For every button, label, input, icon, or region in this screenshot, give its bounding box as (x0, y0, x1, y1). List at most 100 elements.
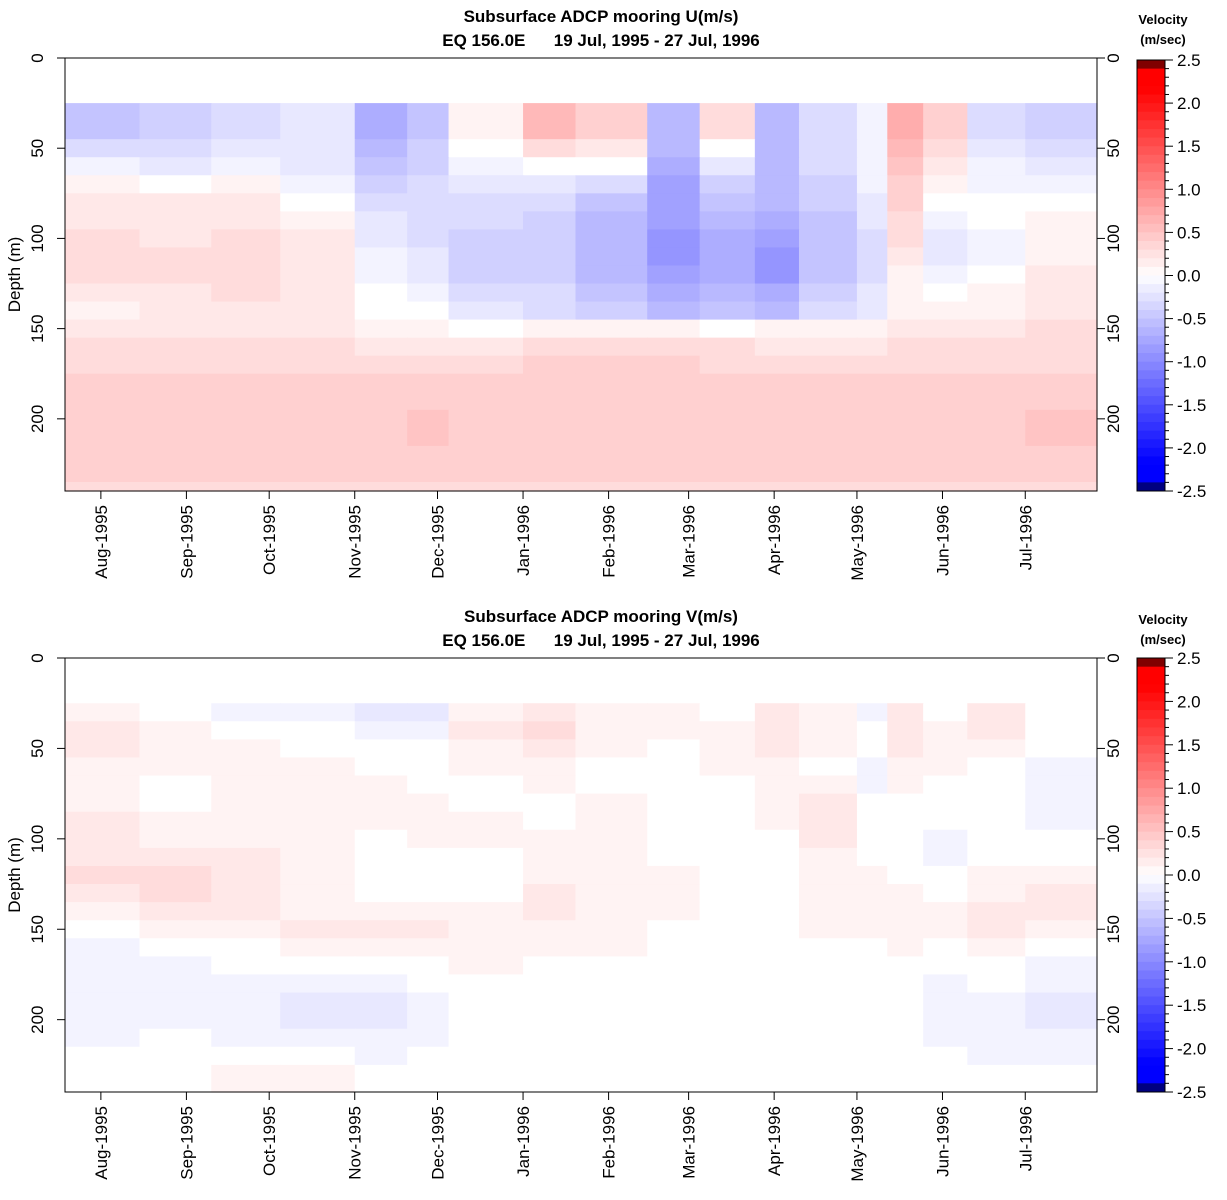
heatmap-cell (407, 445, 450, 465)
heatmap-cell (448, 355, 524, 375)
heatmap-cell (575, 355, 648, 375)
heatmap-cell (354, 247, 408, 267)
heatmap-cell (211, 337, 281, 357)
heatmap-cell (647, 775, 701, 795)
plot-frame (64, 657, 1098, 1093)
heatmap-cell (65, 992, 141, 1012)
heatmap-cell (280, 902, 356, 921)
heatmap-cell (923, 829, 968, 849)
heatmap-cell (354, 121, 408, 140)
heatmap-cell (1025, 481, 1098, 492)
heatmap-cell (798, 337, 858, 357)
heatmap-cell (65, 902, 141, 921)
heatmap-cell (856, 865, 888, 885)
heatmap-cell (754, 355, 800, 375)
heatmap-cell (887, 265, 924, 285)
heatmap-cell (139, 920, 212, 939)
heatmap-cell (856, 974, 888, 994)
heatmap-cell (1025, 793, 1098, 813)
heatmap-cell (211, 211, 281, 230)
heatmap-cell (523, 1010, 577, 1030)
heatmap-cell (523, 775, 577, 795)
heatmap-cell (1025, 884, 1098, 903)
heatmap-cell (887, 793, 924, 813)
heatmap-cell (887, 229, 924, 249)
heatmap-cell (699, 481, 756, 492)
heatmap-cell (1025, 992, 1098, 1012)
colorbar-tick-label: 0.5 (1177, 823, 1201, 842)
heatmap-cell (923, 229, 968, 249)
heatmap-cell (923, 1082, 968, 1093)
heatmap-cell (407, 301, 450, 321)
heatmap-cell (211, 902, 281, 921)
heatmap-cell (354, 938, 408, 957)
heatmap-cell (923, 992, 968, 1012)
colorbar-swatch (1137, 120, 1165, 130)
heatmap-cell (887, 319, 924, 339)
y-tick-label-right: 50 (1104, 139, 1123, 158)
heatmap-cell (798, 920, 858, 939)
heatmap-cell (407, 1046, 450, 1066)
heatmap-cell (575, 938, 648, 957)
heatmap-cell (887, 974, 924, 994)
heatmap-cell (448, 445, 524, 465)
heatmap-cell (923, 974, 968, 994)
heatmap-cell (523, 1028, 577, 1048)
heatmap-cell (798, 373, 858, 393)
heatmap-cell (754, 175, 800, 194)
heatmap-cell (139, 409, 212, 429)
heatmap-cell (923, 445, 968, 465)
heatmap-cell (923, 463, 968, 483)
heatmap-cell (647, 793, 701, 813)
colorbar-swatch (1137, 1048, 1165, 1058)
heatmap-cell (923, 920, 968, 939)
heatmap-cell (754, 481, 800, 492)
heatmap-cell (1025, 427, 1098, 447)
colorbar-swatch (1137, 736, 1165, 746)
y-tick-label: 150 (28, 915, 47, 943)
heatmap-cell (647, 337, 701, 357)
heatmap-cell (647, 902, 701, 921)
heatmap-cell (1025, 157, 1098, 176)
heatmap-cell (65, 956, 141, 976)
colorbar-swatch (1137, 370, 1165, 380)
heatmap-cell (923, 1028, 968, 1048)
colorbar-swatch (1137, 180, 1165, 190)
heatmap-cell (887, 445, 924, 465)
y-tick-label: 200 (28, 1005, 47, 1033)
heatmap-cell (448, 283, 524, 303)
heatmap-cell (280, 121, 356, 140)
colorbar-swatch (1137, 284, 1165, 294)
heatmap-cell (967, 175, 1026, 194)
heatmap-cell (65, 211, 141, 230)
heatmap-cell (887, 1028, 924, 1048)
heatmap-cell (407, 103, 450, 122)
heatmap-cell (967, 884, 1026, 903)
heatmap-cell (139, 229, 212, 249)
heatmap-cell (856, 1010, 888, 1030)
x-tick-label: Dec-1995 (429, 505, 448, 579)
heatmap-cell (1025, 775, 1098, 795)
heatmap-cell (575, 992, 648, 1012)
heatmap-cell (754, 974, 800, 994)
heatmap-cell (354, 373, 408, 393)
heatmap-cell (856, 902, 888, 921)
heatmap-cell (354, 445, 408, 465)
colorbar-swatch (1137, 197, 1165, 208)
heatmap-cell (139, 427, 212, 447)
heatmap-cell (65, 865, 141, 885)
heatmap-cell (211, 229, 281, 249)
heatmap-cell (754, 211, 800, 230)
heatmap-cell (967, 121, 1026, 140)
heatmap-cell (967, 103, 1026, 122)
heatmap-cell (354, 847, 408, 867)
heatmap-cell (856, 847, 888, 867)
heatmap-cell (699, 974, 756, 994)
heatmap-cell (967, 739, 1026, 759)
heatmap-cell (139, 463, 212, 483)
y-tick-label: 100 (28, 825, 47, 853)
heatmap-cell (647, 703, 701, 722)
colorbar-swatch (1137, 482, 1165, 492)
heatmap-cell (407, 139, 450, 158)
